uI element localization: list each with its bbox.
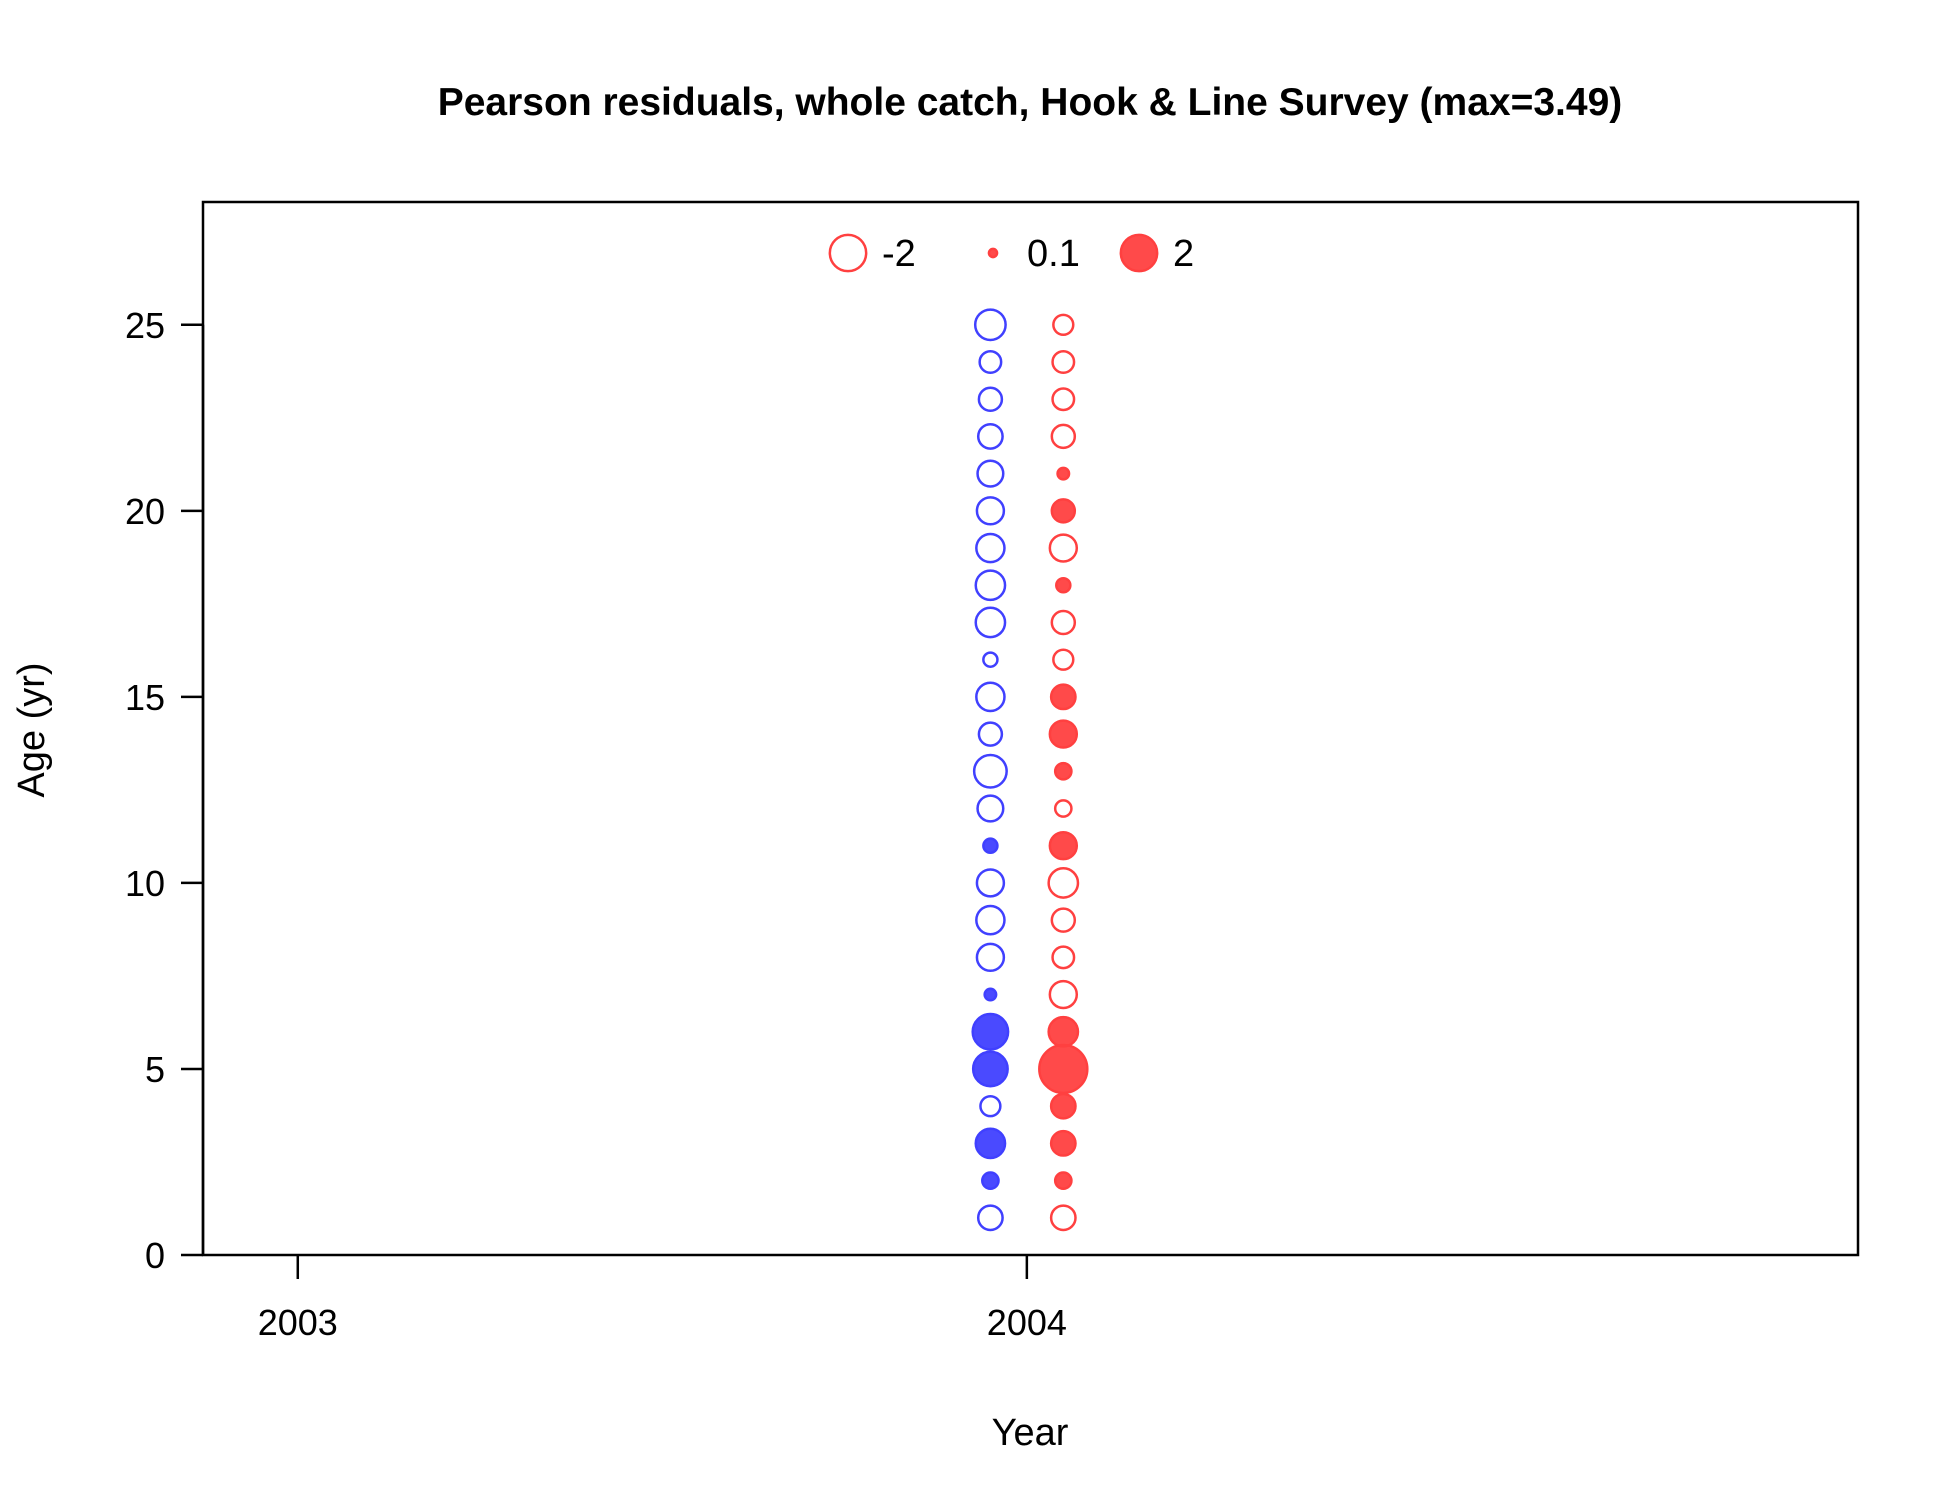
residual-bubble (971, 1050, 1009, 1088)
residual-bubble (973, 308, 1007, 342)
residual-bubble (975, 496, 1006, 526)
residual-bubble (1051, 945, 1076, 970)
residual-bubble (1056, 466, 1071, 481)
residual-bubble (1053, 799, 1073, 818)
residual-bubble (1050, 609, 1077, 636)
bubbles (971, 308, 1089, 1232)
x-tick-label: 2004 (987, 1302, 1067, 1343)
x-tick-label: 2003 (258, 1302, 338, 1343)
residual-bubble (977, 721, 1004, 747)
residual-bubble (1052, 313, 1075, 336)
y-tick-label: 5 (145, 1049, 165, 1090)
residual-bubble (975, 868, 1006, 898)
residual-bubble (1049, 1092, 1077, 1120)
residual-bubble (981, 1171, 1000, 1190)
residual-bubble (974, 1127, 1007, 1160)
residual-bubble (976, 794, 1005, 823)
residual-bubble (1052, 648, 1075, 671)
residual-bubble (1048, 830, 1079, 861)
plot-frame (201, 200, 1860, 1257)
residual-bubble (976, 1204, 1004, 1232)
y-tick-label: 25 (125, 305, 165, 346)
residual-bubble (1050, 498, 1077, 524)
residual-bubble (1049, 1129, 1077, 1157)
residual-bubble (1038, 1043, 1089, 1095)
y-axis-label: Age (yr) (11, 662, 53, 797)
residual-bubble (1048, 533, 1079, 563)
legend-bubble (987, 247, 999, 259)
residual-bubble (977, 386, 1004, 412)
y-tick-label: 20 (125, 491, 165, 532)
residual-bubble (978, 349, 1003, 374)
residual-bubble (974, 606, 1007, 639)
residual-bubble (976, 422, 1004, 450)
y-axis: 0 5 10 15 20 25 (125, 305, 205, 1276)
residual-bubble (975, 942, 1006, 973)
residual-bubble (1047, 1015, 1080, 1048)
legend-label: 0.1 (1027, 233, 1080, 275)
residual-bubble (1053, 761, 1073, 781)
y-tick-label: 10 (125, 863, 165, 904)
residual-bubble (975, 532, 1006, 564)
chart-title: Pearson residuals, whole catch, Hook & L… (438, 81, 1623, 124)
legend-label: 2 (1173, 233, 1194, 275)
y-tick-label: 15 (125, 677, 165, 718)
residual-bubble (976, 459, 1005, 488)
legend: -2 0.1 2 (828, 233, 1194, 275)
x-axis: 2003 2004 (258, 1255, 1067, 1343)
residual-bubble (1051, 387, 1076, 412)
legend-bubble (828, 233, 868, 273)
residual-bubble (971, 1012, 1010, 1051)
legend-bubble (1119, 233, 1159, 273)
residual-bubble (1048, 719, 1079, 749)
residual-bubble (1048, 979, 1079, 1010)
residual-bubble (982, 651, 999, 668)
residual-bubble (972, 753, 1008, 789)
residual-bubble (1050, 907, 1077, 933)
legend-label: -2 (882, 233, 916, 275)
residual-bubble (1049, 683, 1077, 711)
residual-bubble (1047, 867, 1080, 899)
residual-bubble (1049, 1204, 1077, 1232)
residual-bubble (983, 987, 998, 1002)
residual-bubble (1051, 349, 1076, 374)
residual-bubble (974, 569, 1007, 602)
x-axis-label: Year (992, 1412, 1069, 1454)
residual-bubble (1055, 576, 1072, 594)
residual-bubble (982, 837, 999, 854)
residual-bubble (1050, 423, 1077, 450)
residual-bubble (975, 904, 1006, 936)
residual-bubble (1053, 1171, 1073, 1190)
y-tick-label: 0 (145, 1235, 165, 1276)
residual-bubble (975, 681, 1006, 713)
residual-bubble (979, 1094, 1002, 1118)
